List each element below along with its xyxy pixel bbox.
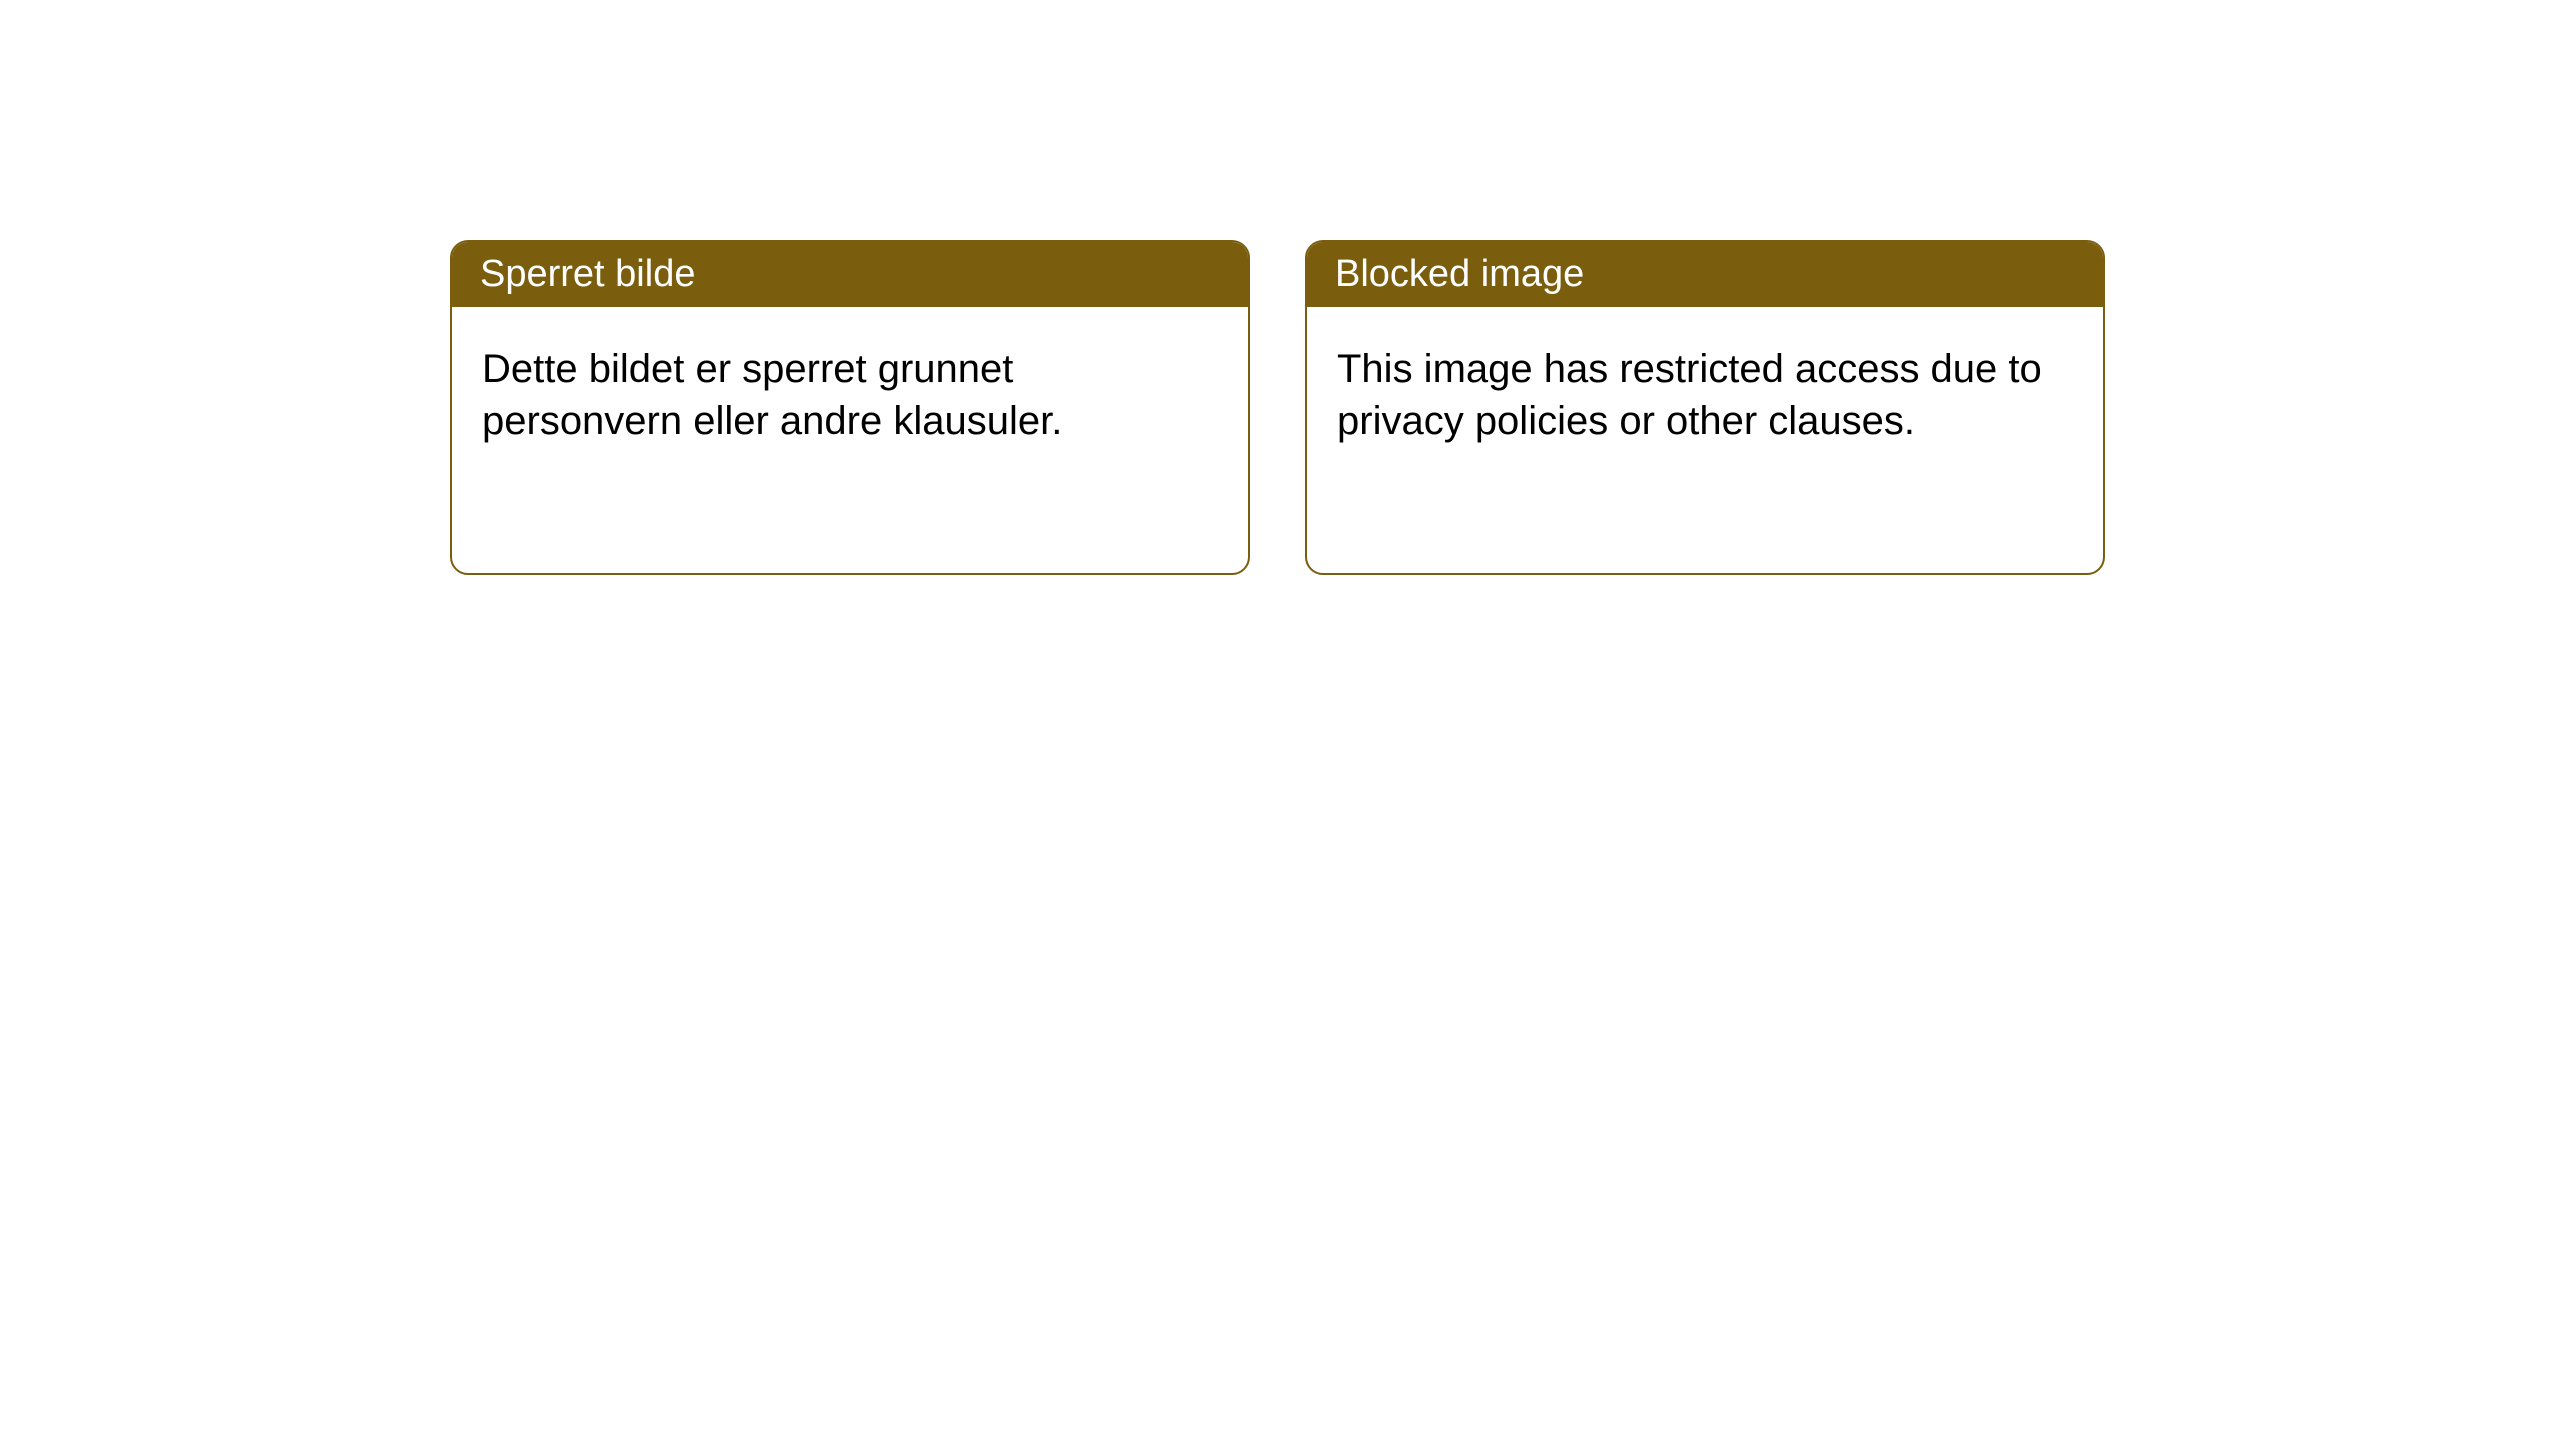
card-title: Sperret bilde	[480, 253, 695, 295]
card-header: Blocked image	[1307, 242, 2103, 307]
card-english: Blocked image This image has restricted …	[1305, 240, 2105, 575]
card-header: Sperret bilde	[452, 242, 1248, 307]
card-body: Dette bildet er sperret grunnet personve…	[452, 307, 1248, 483]
card-title: Blocked image	[1335, 253, 1584, 295]
card-body-text: Dette bildet er sperret grunnet personve…	[482, 347, 1062, 443]
card-body: This image has restricted access due to …	[1307, 307, 2103, 483]
card-body-text: This image has restricted access due to …	[1337, 347, 2042, 443]
cards-container: Sperret bilde Dette bildet er sperret gr…	[450, 240, 2105, 575]
card-norwegian: Sperret bilde Dette bildet er sperret gr…	[450, 240, 1250, 575]
